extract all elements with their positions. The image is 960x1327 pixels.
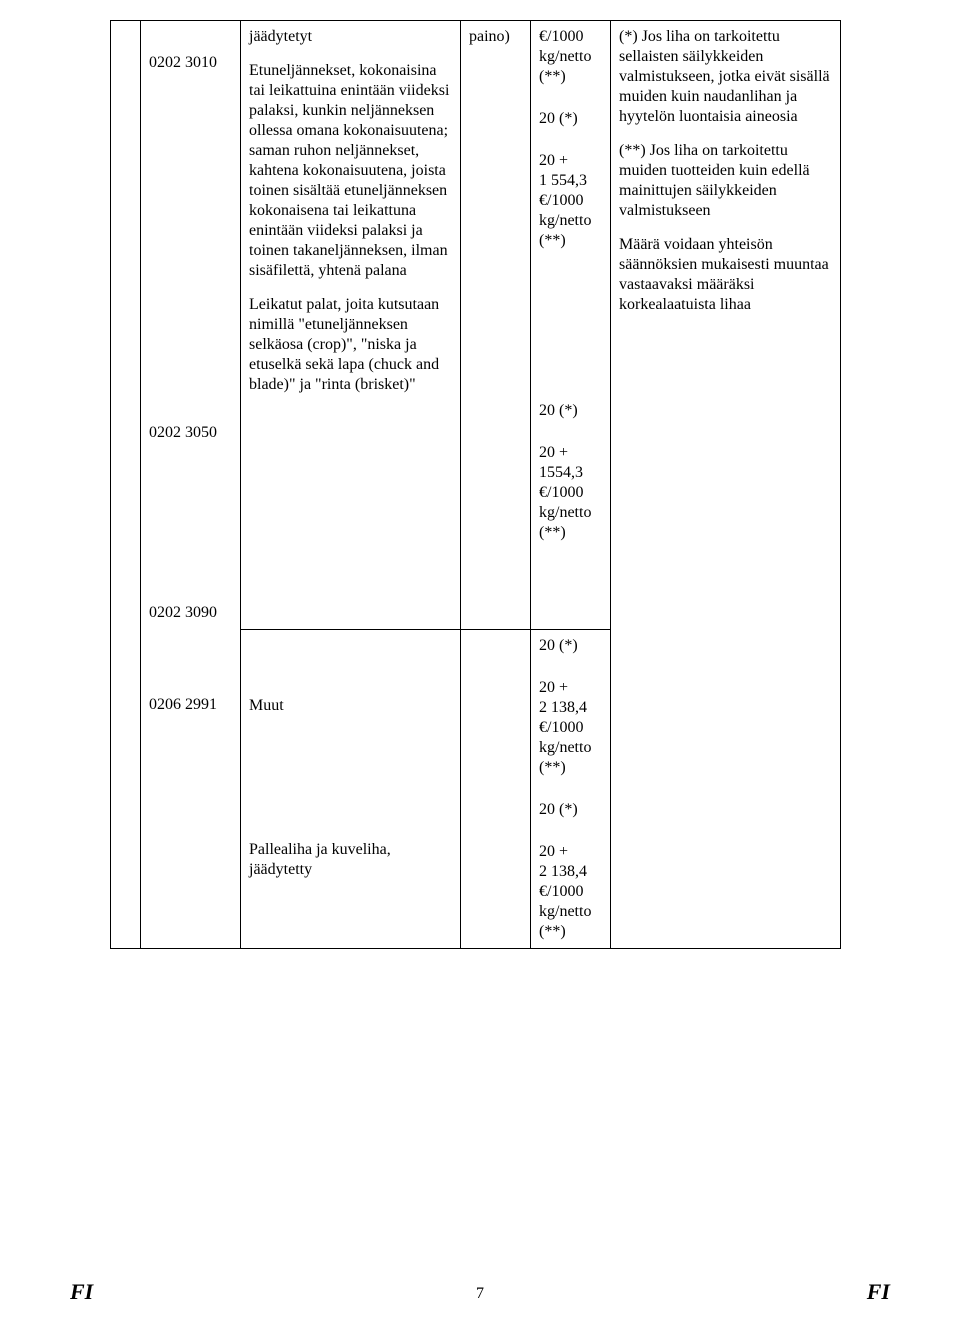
val: kg/netto <box>539 47 602 67</box>
val: 1 554,3 <box>539 171 602 191</box>
val: 20 + <box>539 678 602 698</box>
val: €/1000 <box>539 882 602 902</box>
val: kg/netto <box>539 211 602 231</box>
cell-values-upper: €/1000 kg/netto (**) 20 (*) 20 + 1 554,3… <box>531 21 611 630</box>
val: 20 (*) <box>539 401 602 421</box>
data-table: 0202 3010 0202 3050 0202 3090 jäädytetyt… <box>110 20 841 949</box>
val: (**) <box>539 758 602 778</box>
cell-codes-upper: 0202 3010 0202 3050 0202 3090 <box>141 21 241 630</box>
val: 1554,3 <box>539 463 602 483</box>
val: (**) <box>539 922 602 942</box>
val: €/1000 <box>539 27 602 47</box>
cell-blank-left-lower <box>111 629 141 948</box>
valgroup-2: 20 (*) <box>539 109 602 129</box>
code-a: 0202 3010 <box>149 53 232 73</box>
val: kg/netto <box>539 503 602 523</box>
val: €/1000 <box>539 483 602 503</box>
footer-right: FI <box>867 1279 890 1305</box>
val: 20 (*) <box>539 800 602 820</box>
val: 2 138,4 <box>539 862 602 882</box>
col4-head: paino) <box>469 28 510 45</box>
cell-notes: (*) Jos liha on tarkoitettu sellaisten s… <box>611 21 841 949</box>
val: kg/netto <box>539 902 602 922</box>
valgroup-1: €/1000 kg/netto (**) <box>539 27 602 87</box>
desc-p1: jäädytetyt <box>249 27 452 47</box>
note-p2: (**) Jos liha on tarkoitettu muiden tuot… <box>619 141 832 221</box>
valgroup-4: 20 (*) <box>539 401 602 421</box>
val: 20 (*) <box>539 109 602 129</box>
table-row: 0202 3010 0202 3050 0202 3090 jäädytetyt… <box>111 21 841 630</box>
note-p3: Määrä voidaan yhteisön säännöksien mukai… <box>619 235 832 315</box>
valgroup-8: 20 (*) <box>539 800 602 820</box>
note-p1: (*) Jos liha on tarkoitettu sellaisten s… <box>619 27 832 127</box>
cell-description-lower: Muut Pallealiha ja kuveliha, jäädytetty <box>241 629 461 948</box>
val: €/1000 <box>539 191 602 211</box>
val: 20 + <box>539 443 602 463</box>
code-b: 0202 3050 <box>149 423 232 443</box>
cell-blank-left <box>111 21 141 630</box>
val: 2 138,4 <box>539 698 602 718</box>
cell-col4-upper: paino) <box>461 21 531 630</box>
desc-p3: Leikatut palat, joita kutsutaan nimillä … <box>249 295 452 395</box>
cell-codes-lower: 0206 2991 <box>141 629 241 948</box>
desc-p5: Pallealiha ja kuveliha, jäädytetty <box>249 840 452 880</box>
valgroup-9: 20 + 2 138,4 €/1000 kg/netto (**) <box>539 842 602 942</box>
val: 20 + <box>539 151 602 171</box>
val: €/1000 <box>539 718 602 738</box>
desc-p4: Muut <box>249 696 452 716</box>
cell-values-lower: 20 (*) 20 + 2 138,4 €/1000 kg/netto (**)… <box>531 629 611 948</box>
cell-col4-lower <box>461 629 531 948</box>
valgroup-5: 20 + 1554,3 €/1000 kg/netto (**) <box>539 443 602 543</box>
desc-p2: Etuneljännekset, kokonaisina tai leikatt… <box>249 61 452 281</box>
valgroup-6: 20 (*) <box>539 636 602 656</box>
val: kg/netto <box>539 738 602 758</box>
val: (**) <box>539 67 602 87</box>
page-footer: FI 7 FI <box>0 1279 960 1305</box>
val: (**) <box>539 231 602 251</box>
cell-description-upper: jäädytetyt Etuneljännekset, kokonaisina … <box>241 21 461 630</box>
valgroup-3: 20 + 1 554,3 €/1000 kg/netto (**) <box>539 151 602 251</box>
footer-page-number: 7 <box>0 1285 960 1303</box>
page: 0202 3010 0202 3050 0202 3090 jäädytetyt… <box>0 0 960 1327</box>
val: 20 + <box>539 842 602 862</box>
val: (**) <box>539 523 602 543</box>
code-c: 0202 3090 <box>149 603 232 623</box>
valgroup-7: 20 + 2 138,4 €/1000 kg/netto (**) <box>539 678 602 778</box>
val: 20 (*) <box>539 636 602 656</box>
code-d: 0206 2991 <box>149 695 232 715</box>
